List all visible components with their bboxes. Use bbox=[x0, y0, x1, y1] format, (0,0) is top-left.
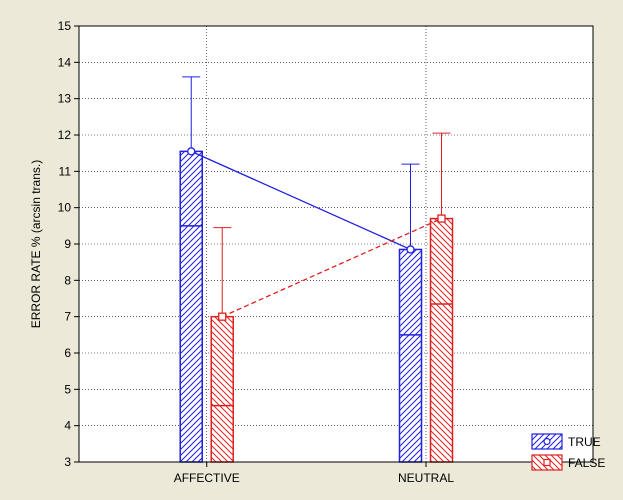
legend-marker-false bbox=[543, 458, 551, 467]
point-false-neutral bbox=[437, 214, 446, 223]
y-tick-label-9: 9 bbox=[64, 237, 71, 251]
series-line-false bbox=[221, 217, 442, 318]
y-tick-label-5: 5 bbox=[64, 382, 71, 396]
x-tick-label-affective: AFFECTIVE bbox=[174, 471, 240, 485]
plot-area bbox=[79, 26, 593, 462]
y-tick-label-12: 12 bbox=[58, 128, 72, 142]
y-tick-label-7: 7 bbox=[64, 310, 71, 324]
x-tick-label-neutral: NEUTRAL bbox=[398, 471, 454, 485]
bar-true-affective bbox=[179, 150, 203, 463]
y-tick-label-3: 3 bbox=[64, 455, 71, 469]
legend-marker-true bbox=[543, 437, 551, 446]
bars bbox=[179, 150, 454, 463]
y-tick-label-6: 6 bbox=[64, 346, 71, 360]
y-tick-label-4: 4 bbox=[64, 419, 71, 433]
point-true-affective bbox=[187, 147, 196, 156]
y-axis-title: ERROR RATE % (arcsin trans.) bbox=[29, 160, 43, 328]
point-true-neutral bbox=[406, 245, 415, 254]
y-tick-label-13: 13 bbox=[58, 92, 72, 106]
legend: TRUE FALSE bbox=[531, 433, 605, 471]
point-false-affective bbox=[218, 312, 227, 321]
y-tick-label-15: 15 bbox=[58, 19, 72, 33]
y-tick-label-8: 8 bbox=[64, 273, 71, 287]
bar-false-neutral bbox=[429, 217, 454, 463]
legend-label-false: FALSE bbox=[568, 456, 605, 470]
y-tick-label-10: 10 bbox=[58, 201, 72, 215]
x-axis: AFFECTIVE NEUTRAL bbox=[174, 462, 454, 485]
series-line-true bbox=[190, 150, 411, 251]
legend-label-true: TRUE bbox=[568, 435, 601, 449]
y-tick-label-14: 14 bbox=[58, 55, 72, 69]
bar-true-neutral bbox=[398, 248, 423, 463]
series-lines bbox=[190, 150, 442, 318]
y-tick-label-11: 11 bbox=[59, 164, 72, 178]
grid bbox=[79, 26, 593, 462]
series-markers bbox=[187, 147, 446, 321]
y-axis: 3 4 5 6 7 8 9 10 11 12 13 14 15 bbox=[58, 19, 79, 469]
bar-false-affective bbox=[210, 315, 234, 463]
error-bars bbox=[182, 76, 451, 317]
